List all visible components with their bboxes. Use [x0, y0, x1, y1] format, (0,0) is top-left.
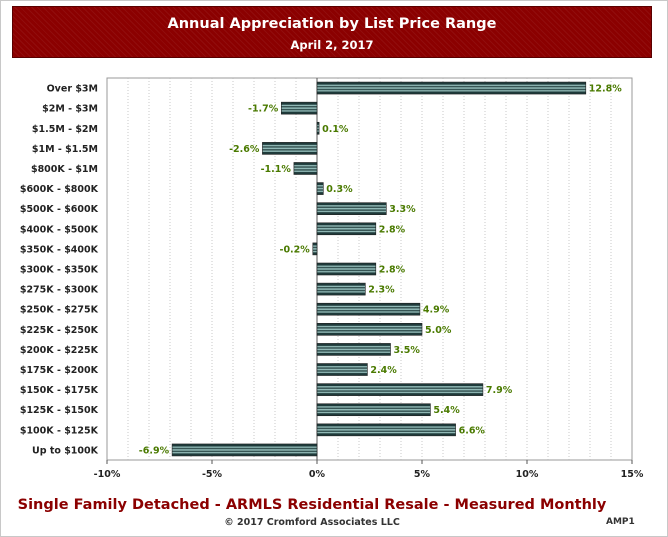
bar	[316, 403, 431, 417]
bar	[262, 142, 318, 155]
value-label: 7.9%	[486, 385, 513, 396]
x-tick-label: -10%	[94, 469, 121, 480]
x-tick-label: 15%	[621, 469, 644, 480]
category-label: $500K - $600K	[20, 204, 99, 215]
category-label: $350K - $400K	[20, 244, 99, 255]
value-label: 0.3%	[326, 184, 353, 195]
footer-copyright: © 2017 Cromford Associates LLC	[224, 517, 400, 528]
value-label: 2.8%	[379, 224, 406, 235]
value-label: -1.7%	[248, 104, 279, 115]
bar	[312, 242, 318, 256]
category-label: $2M - $3M	[42, 104, 98, 115]
value-label: 5.4%	[433, 405, 460, 416]
bar	[293, 162, 318, 175]
value-label: 2.8%	[379, 265, 406, 276]
category-label: $1.5M - $2M	[32, 124, 98, 135]
bar	[316, 81, 587, 95]
category-label: Over $3M	[47, 84, 98, 95]
category-label: $125K - $150K	[20, 405, 99, 416]
bar	[316, 302, 421, 316]
value-label: -6.9%	[139, 445, 170, 456]
x-tick-label: 0%	[309, 469, 326, 480]
bar	[316, 121, 320, 135]
value-label: 3.3%	[389, 204, 416, 215]
plot-border	[106, 77, 633, 461]
bar	[316, 182, 324, 195]
value-label: 4.9%	[423, 305, 450, 316]
chart-header: Annual Appreciation by List Price Range …	[12, 6, 652, 58]
chart-subtitle: April 2, 2017	[290, 38, 374, 52]
category-label: $400K - $500K	[20, 224, 99, 235]
bar	[316, 222, 377, 236]
footer-code: AMP1	[606, 517, 635, 527]
value-label: 5.0%	[425, 325, 452, 336]
category-label: $100K - $125K	[20, 425, 99, 436]
value-label: 2.3%	[368, 285, 395, 296]
category-label: $250K - $275K	[20, 305, 99, 316]
category-label: $175K - $200K	[20, 365, 99, 376]
bar	[316, 383, 484, 396]
value-label: 12.8%	[589, 84, 622, 95]
bar	[171, 443, 318, 457]
footer-description: Single Family Detached - ARMLS Residenti…	[17, 497, 607, 513]
category-label: $300K - $350K	[20, 265, 99, 276]
bar	[316, 323, 423, 336]
bar	[316, 202, 387, 215]
category-label: $275K - $300K	[20, 285, 99, 296]
chart-title: Annual Appreciation by List Price Range	[167, 16, 497, 32]
category-label: $1M - $1.5M	[32, 144, 98, 155]
x-tick-label: -5%	[202, 469, 223, 480]
category-label: $800K - $1M	[31, 164, 98, 175]
category-label: $150K - $175K	[20, 385, 99, 396]
value-label: 2.4%	[370, 365, 397, 376]
bar	[316, 262, 377, 276]
value-label: 3.5%	[394, 345, 421, 356]
value-label: 6.6%	[459, 425, 486, 436]
category-label: $225K - $250K	[20, 325, 99, 336]
x-tick-label: 5%	[414, 469, 431, 480]
value-label: 0.1%	[322, 124, 349, 135]
bar	[316, 282, 366, 296]
bar	[316, 343, 391, 356]
value-label: -1.1%	[261, 164, 292, 175]
bar	[280, 101, 318, 115]
value-label: -0.2%	[280, 244, 311, 255]
bar	[316, 363, 368, 376]
category-label: $600K - $800K	[20, 184, 99, 195]
bar	[316, 423, 456, 437]
category-label: $200K - $225K	[20, 345, 99, 356]
category-label: Up to $100K	[32, 445, 99, 456]
value-label: -2.6%	[229, 144, 260, 155]
x-tick-label: 10%	[516, 469, 539, 480]
